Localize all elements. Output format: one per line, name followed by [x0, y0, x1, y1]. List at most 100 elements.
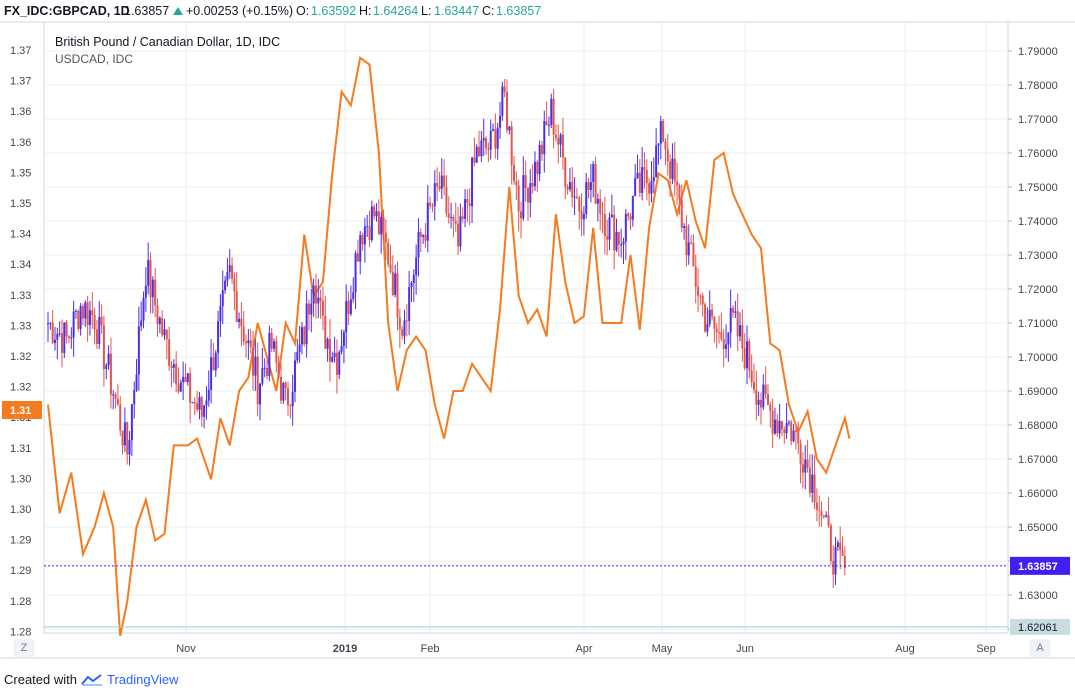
candle-body [226, 272, 229, 281]
candle-body [53, 339, 56, 343]
candle-body [168, 339, 171, 366]
candle-body [240, 318, 243, 327]
candle-body [550, 98, 553, 125]
candle-body [496, 127, 499, 149]
candle-body [443, 175, 446, 187]
candle-body [361, 235, 364, 245]
candle-body [396, 273, 399, 318]
candle-body [769, 405, 772, 411]
candle-body [172, 364, 175, 368]
candle-body [149, 260, 152, 298]
candle-body [676, 181, 679, 186]
candle-body [268, 333, 271, 377]
low-value: 1.63447 [434, 4, 479, 18]
candle-body [687, 242, 690, 256]
candle-body [163, 329, 166, 336]
candle-body [780, 421, 783, 430]
candle-body [808, 467, 811, 493]
candle-body [424, 234, 427, 241]
candle-body [375, 211, 378, 217]
candle-body [578, 197, 581, 211]
candle-body [492, 129, 495, 131]
candle-body [452, 216, 455, 222]
candle-body [49, 322, 52, 324]
candle-body [112, 394, 115, 396]
candle-body [65, 322, 68, 337]
candle-body [303, 327, 306, 345]
candle-body [289, 405, 292, 407]
candle-body [273, 341, 276, 349]
candle-body [704, 304, 707, 332]
main-legend: British Pound / Canadian Dollar, 1D, IDC [55, 35, 280, 49]
candle-body [475, 146, 478, 163]
candle-body [589, 181, 592, 190]
candle-body [482, 138, 485, 141]
candle-body [680, 199, 683, 228]
candle-body [417, 232, 420, 258]
candle-body [412, 274, 415, 283]
candle-body [699, 295, 702, 297]
candle-body [652, 176, 655, 182]
left-tick-label: 1.30 [10, 473, 31, 485]
left-tick-label: 1.28 [10, 596, 31, 608]
tradingview-logo-icon [81, 673, 102, 686]
candle-body [263, 367, 266, 369]
candle-body [596, 198, 599, 204]
candle-body [60, 333, 63, 353]
candle-body [692, 242, 695, 267]
candle-body [799, 443, 802, 465]
right-tick-label: 1.63000 [1018, 590, 1058, 602]
candle-body [832, 560, 835, 575]
candle-body [603, 214, 606, 237]
candle-body [331, 356, 334, 362]
candle-body [836, 542, 839, 548]
candle-body [622, 241, 625, 245]
candle-body [231, 265, 234, 279]
candle-body [254, 356, 257, 376]
candle-body [645, 170, 648, 184]
close-label: C: [482, 4, 495, 18]
left-tick-label: 1.29 [10, 535, 31, 547]
candle-body [543, 121, 546, 155]
candle-body [701, 295, 704, 305]
candle-body [433, 183, 436, 207]
candle-body [464, 199, 467, 219]
candle-body [834, 547, 837, 575]
candle-body [801, 464, 804, 473]
candle-body [219, 306, 222, 322]
close-value: 1.63857 [496, 4, 541, 18]
candle-body [121, 430, 124, 446]
candle-body [314, 285, 317, 304]
candle-body [473, 157, 476, 163]
candle-body [359, 235, 362, 262]
auto-scale-button[interactable]: A [1029, 639, 1051, 657]
candle-body [711, 309, 714, 317]
candle-body [422, 234, 425, 237]
footer: Created with TradingView [4, 672, 179, 687]
candle-body [321, 301, 324, 316]
left-tick-label: 1.30 [10, 504, 31, 516]
candle-body [179, 382, 182, 392]
candle-body [494, 129, 497, 149]
candle-body [86, 302, 89, 326]
candle-body [347, 300, 350, 315]
tradingview-link[interactable]: TradingView [106, 672, 179, 687]
left-tick-label: 1.33 [10, 320, 31, 332]
candle-body [391, 272, 394, 295]
candle-body [582, 213, 585, 220]
candle-body [508, 126, 511, 131]
candle-body [797, 432, 800, 444]
candle-body [440, 175, 443, 189]
candle-body [601, 213, 604, 215]
candle-body [624, 213, 627, 242]
zoom-button[interactable]: Z [13, 639, 35, 657]
candle-body [382, 217, 385, 233]
x-tick-label: 2019 [333, 643, 357, 655]
candle-body [718, 332, 721, 334]
x-tick-label: Sep [976, 643, 996, 655]
price-tags: 1.63857 1.62061 1.31 [2, 401, 1070, 635]
candle-body [345, 300, 348, 333]
candle-body [349, 299, 352, 315]
candle-body [594, 163, 597, 204]
